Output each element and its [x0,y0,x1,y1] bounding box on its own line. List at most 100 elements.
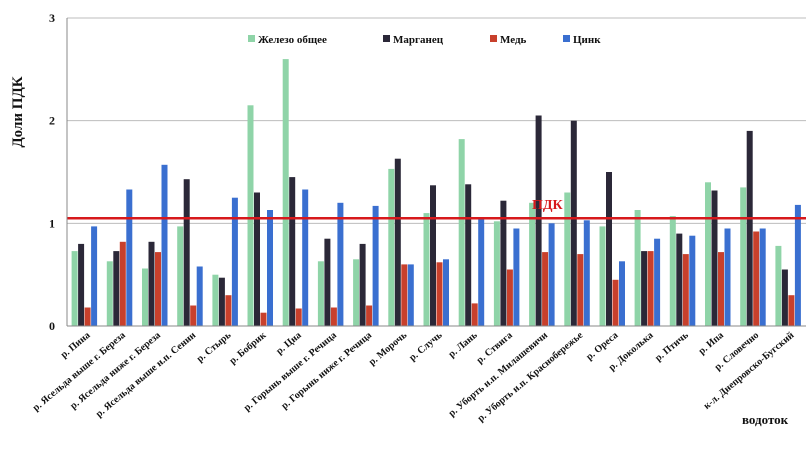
bar [84,307,91,326]
bar [740,187,747,326]
bar [353,259,360,326]
bar [676,233,683,326]
x-tick-label: р. Случь [407,329,445,363]
bar [260,312,267,326]
bar [634,210,641,326]
bar [542,252,549,326]
x-tick-label: р. Лань [446,329,480,360]
reference-line-label: ПДК [532,198,564,213]
bar [317,261,324,326]
legend-swatch [248,35,255,42]
x-tick-label: р. Морочь [367,329,410,368]
bar [746,130,753,326]
legend-swatch [383,35,390,42]
bar [759,228,766,326]
bar [478,218,485,326]
bar [282,59,289,326]
bar [247,105,254,326]
bar [647,251,654,326]
bar [78,243,85,326]
legend: Железо общее Марганец Медь Цинк [248,34,601,46]
x-tick-label: р. Бобрик [227,330,268,367]
bar [177,226,184,326]
bar [493,221,500,326]
bar [190,305,197,326]
y-tick-label: 0 [49,319,55,333]
bar [753,231,760,326]
bar [535,115,542,326]
bar [106,261,113,326]
x-tick-label: р. Цна [274,330,303,357]
x-tick-label: р. Птичь [653,329,691,364]
bar [430,185,436,326]
bar [423,213,430,326]
bar [366,305,373,326]
legend-label: Медь [500,34,527,46]
bar [91,226,98,326]
bar [119,241,126,326]
bar [654,238,661,326]
reference-line-group: ПДК [67,198,806,220]
bar [142,268,148,326]
bar [465,184,472,326]
bar [669,216,676,326]
gridlines [67,17,806,224]
bar [113,251,120,326]
bar [718,252,724,326]
bar [407,264,414,326]
bar [570,120,577,326]
bar [513,228,520,326]
bar [302,189,309,326]
bar [196,266,203,326]
legend-label: Цинк [573,34,601,46]
bar [471,303,478,326]
bar [231,197,238,326]
bar [71,251,78,326]
bar [641,251,648,326]
bar [781,269,788,326]
legend-label: Железо общее [258,34,327,46]
bar [337,202,344,326]
bar [682,254,689,326]
bar [606,172,612,326]
bar [689,235,696,326]
legend-label: Марганец [393,34,444,46]
bar [324,238,331,326]
bar [267,210,273,326]
y-axis-label: Доли ПДК [10,76,26,147]
y-tick-label: 1 [49,216,55,230]
legend-swatch [490,35,497,42]
y-tick-label: 2 [49,114,55,128]
bar [388,168,395,326]
bar [161,164,168,326]
bar [564,192,571,326]
bar [711,190,718,326]
bar [359,243,366,326]
legend-swatch [563,35,570,42]
bar [218,277,225,326]
y-tick-label: 3 [49,11,55,25]
bar [724,228,731,326]
bar [612,279,619,326]
bar [212,274,219,326]
x-axis-label: водоток [742,412,789,427]
bar [577,254,584,326]
bar [599,226,606,326]
bar [394,158,401,326]
bar [500,200,507,326]
bar [148,241,155,326]
bar [254,192,260,326]
bar [295,308,302,326]
bar [372,205,379,326]
bar [289,177,296,326]
bar [183,179,190,326]
bar [458,139,465,326]
y-axis-ticks: 0 1 2 3 [49,11,55,333]
bars [71,59,801,326]
bar [155,252,161,326]
bar [788,295,795,326]
bar [443,259,449,326]
bar [436,262,443,326]
bar [619,261,625,326]
